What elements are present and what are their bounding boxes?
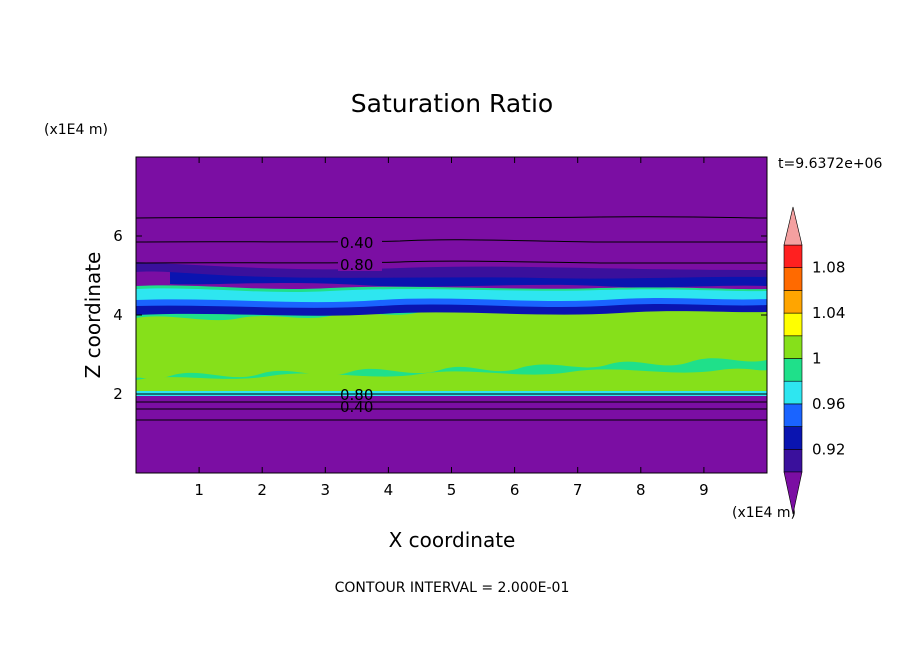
colorbar-tick-label: 1.08 [812, 259, 845, 277]
contour-label: 0.80 [340, 256, 373, 274]
contour-labels: 0.40 0.80 0.80 0.40 [338, 234, 382, 416]
colorbar-bin [783, 358, 803, 382]
colorbar-bin [783, 403, 803, 427]
colorbar-bin [783, 426, 803, 450]
x-unit-label: (x1E4 m) [732, 505, 796, 521]
colorbar-bin [783, 244, 803, 269]
x-tick-label: 3 [321, 481, 331, 499]
contour-line [135, 239, 767, 243]
field-indigo-layer [136, 262, 767, 279]
colorbar: 0.92 0.96 1 1.04 1.08 [783, 206, 845, 515]
y-axis: 2 4 6 [113, 227, 767, 403]
contour-label: 0.40 [340, 234, 373, 252]
field-darkblue-lower [136, 304, 767, 316]
field-cyan-band [136, 288, 767, 303]
field-lower-dry [136, 396, 767, 473]
field-lime-patches [136, 305, 767, 379]
colorbar-tick-label: 1.04 [812, 304, 845, 322]
x-tick-label: 8 [636, 481, 646, 499]
contour-label: 0.80 [340, 386, 373, 404]
chart-title: Saturation Ratio [351, 89, 553, 118]
contour-label-bg [338, 234, 382, 249]
x-tick-label: 9 [699, 481, 709, 499]
y-tick-label: 4 [113, 306, 123, 324]
contour-line [135, 260, 767, 264]
colorbar-bin [783, 380, 803, 405]
colorbar-tick-label: 0.96 [812, 395, 845, 413]
colorbar-bin [783, 312, 803, 337]
colorbar-tick-label: 1 [812, 350, 822, 368]
x-tick-label: 1 [194, 481, 204, 499]
x-tick-label: 5 [447, 481, 457, 499]
contour-line [135, 216, 768, 219]
y-tick-label: 2 [113, 385, 123, 403]
colorbar-bin [783, 267, 803, 291]
colorbar-bin [783, 290, 803, 314]
y-unit-label: (x1E4 m) [44, 122, 108, 138]
x-tick-label: 2 [257, 481, 267, 499]
x-axis-label: X coordinate [389, 528, 516, 552]
contour-label-bg [338, 256, 382, 271]
x-tick-label: 4 [384, 481, 394, 499]
colorbar-tick-label: 0.92 [812, 440, 845, 458]
y-tick-label: 6 [113, 227, 123, 245]
colorbar-bin [783, 335, 803, 359]
contour-interval-footer: CONTOUR INTERVAL = 2.000E-01 [335, 580, 570, 596]
contour-label: 0.40 [340, 398, 373, 416]
x-tick-label: 7 [573, 481, 583, 499]
time-label: t=9.6372e+06 [778, 156, 882, 172]
y-axis-label: Z coordinate [81, 252, 105, 379]
colorbar-min-extension [783, 471, 803, 515]
x-tick-label: 6 [510, 481, 520, 499]
colorbar-bin [783, 448, 803, 473]
colorbar-max-extension [783, 206, 803, 246]
field-lime-lower [136, 368, 767, 392]
contour-lines [135, 216, 768, 421]
x-axis: 1 2 3 4 5 6 7 8 9 [194, 157, 709, 499]
plot-area: 0.40 0.80 0.80 0.40 [135, 156, 768, 474]
